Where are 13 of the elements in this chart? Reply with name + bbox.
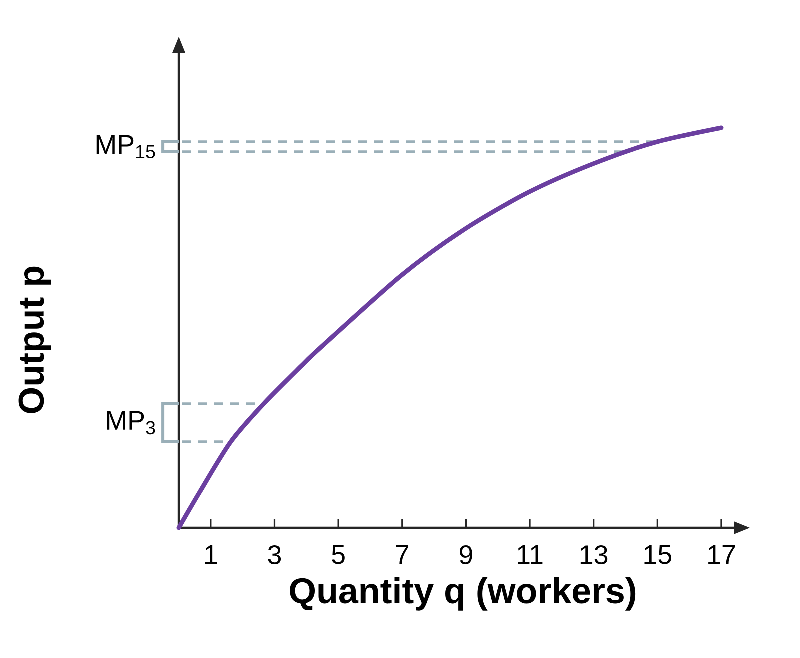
- x-tick-label: 5: [332, 545, 345, 564]
- ref-line-label: MP$_{15}$: [96, 135, 156, 159]
- x-tick-label: 11: [518, 545, 543, 564]
- x-tick-label: 7: [396, 545, 409, 564]
- x-tick-label: 13: [580, 546, 608, 565]
- ref-line-label: MP$_{3}$: [107, 411, 156, 435]
- x-tick-label: 1: [205, 545, 218, 564]
- x-tick-label: 3: [268, 546, 282, 565]
- x-tick-label: 17: [708, 545, 736, 564]
- x-axis-title: Quantity q (workers): [290, 577, 636, 611]
- y-axis-title: Output p: [18, 266, 52, 414]
- x-tick-label: 9: [460, 546, 472, 565]
- x-tick-label: 15: [644, 545, 672, 564]
